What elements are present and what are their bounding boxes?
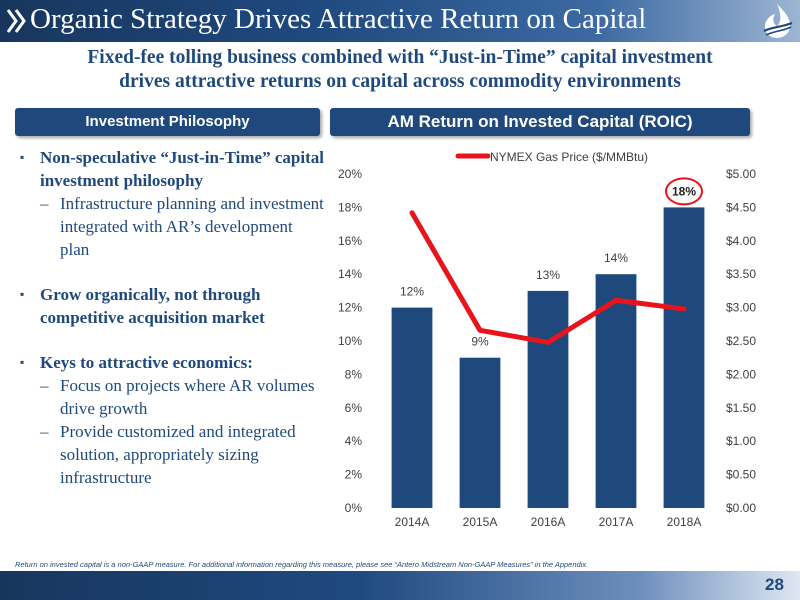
roic-chart-header: AM Return on Invested Capital (ROIC) xyxy=(330,108,750,136)
x-tick-label: 2014A xyxy=(395,515,430,529)
bar xyxy=(459,357,501,508)
y-tick-label: 2% xyxy=(345,468,363,482)
y2-tick-label: $3.00 xyxy=(726,301,756,315)
bar xyxy=(391,307,433,508)
sub-bullet-text: Focus on projects where AR volumes drive… xyxy=(60,376,315,418)
bullet-item: ▪ Grow organically, not through competit… xyxy=(20,283,325,329)
y2-tick-label: $2.50 xyxy=(726,334,756,348)
y2-tick-label: $0.50 xyxy=(726,468,756,482)
y-tick-label: 18% xyxy=(338,200,362,214)
sub-bullet-item: – Focus on projects where AR volumes dri… xyxy=(20,374,325,420)
dash-icon: – xyxy=(40,194,49,213)
bullet-square-icon: ▪ xyxy=(20,355,25,369)
dash-icon: – xyxy=(40,422,49,441)
title-bar: Organic Strategy Drives Attractive Retur… xyxy=(0,0,800,42)
bar-value-label: 9% xyxy=(471,335,489,349)
x-tick-label: 2016A xyxy=(531,515,566,529)
bullet-list: ▪ Non-speculative “Just-in-Time” capital… xyxy=(20,146,325,489)
y2-tick-label: $2.00 xyxy=(726,367,756,381)
dash-icon: – xyxy=(40,376,49,395)
slide-title: Organic Strategy Drives Attractive Retur… xyxy=(30,3,647,35)
footer-bar xyxy=(0,571,800,600)
bar-value-label: 13% xyxy=(536,268,560,282)
x-tick-label: 2018A xyxy=(667,515,702,529)
page-number: 28 xyxy=(765,575,784,594)
footnote: Return on invested capital is a non-GAAP… xyxy=(15,560,589,569)
bar-value-label: 14% xyxy=(604,251,628,265)
y2-tick-label: $0.00 xyxy=(726,501,756,515)
bullet-text: Grow organically, not through competitiv… xyxy=(40,285,265,327)
bullet-square-icon: ▪ xyxy=(20,150,25,164)
subtitle-line-2: drives attractive returns on capital acr… xyxy=(119,71,681,92)
bullet-text: Keys to attractive economics: xyxy=(40,353,253,372)
y-tick-label: 16% xyxy=(338,234,362,248)
x-tick-label: 2015A xyxy=(463,515,498,529)
bullet-square-icon: ▪ xyxy=(20,287,25,301)
sub-bullet-text: Infrastructure planning and investment i… xyxy=(60,194,324,259)
roic-chart: 0% 2% 4% 6% 8% 10% 12% 14% 16% 18% 20% $0.00 $0.50 $1… xyxy=(338,150,756,529)
y-tick-label: 4% xyxy=(345,434,363,448)
y2-tick-label: $4.00 xyxy=(726,234,756,248)
bar xyxy=(663,207,705,508)
bar-value-label: 18% xyxy=(672,184,696,198)
gas-price-line xyxy=(409,210,687,345)
y-tick-label: 6% xyxy=(345,401,363,415)
y-tick-label: 20% xyxy=(338,167,362,181)
investment-philosophy-header: Investment Philosophy xyxy=(15,108,320,136)
bullet-text: Non-speculative “Just-in-Time” capital i… xyxy=(40,148,324,190)
y2-tick-label: $4.50 xyxy=(726,200,756,214)
bullet-item: ▪ Non-speculative “Just-in-Time” capital… xyxy=(20,146,325,192)
legend-label: NYMEX Gas Price ($/MMBtu) xyxy=(490,150,648,164)
y-tick-label: 12% xyxy=(338,301,362,315)
y-tick-label: 8% xyxy=(345,367,363,381)
flame-logo-icon xyxy=(763,4,793,38)
y-tick-label: 14% xyxy=(338,267,362,281)
y-tick-label: 10% xyxy=(338,334,362,348)
chevrons-icon xyxy=(6,9,26,33)
subtitle: Fixed-fee tolling business combined with… xyxy=(0,46,800,94)
y2-tick-label: $1.00 xyxy=(726,434,756,448)
sub-bullet-text: Provide customized and integrated soluti… xyxy=(60,422,296,487)
sub-bullet-item: – Infrastructure planning and investment… xyxy=(20,192,325,261)
bar-value-label: 12% xyxy=(400,285,424,299)
y2-tick-label: $5.00 xyxy=(726,167,756,181)
y2-tick-label: $1.50 xyxy=(726,401,756,415)
y2-tick-label: $3.50 xyxy=(726,267,756,281)
x-tick-label: 2017A xyxy=(599,515,634,529)
bar xyxy=(595,274,637,508)
y-tick-label: 0% xyxy=(345,501,363,515)
bullet-item: ▪ Keys to attractive economics: xyxy=(20,351,325,374)
sub-bullet-item: – Provide customized and integrated solu… xyxy=(20,420,325,489)
bar xyxy=(527,290,569,508)
highlight-circle xyxy=(665,177,703,206)
subtitle-line-1: Fixed-fee tolling business combined with… xyxy=(87,47,713,68)
